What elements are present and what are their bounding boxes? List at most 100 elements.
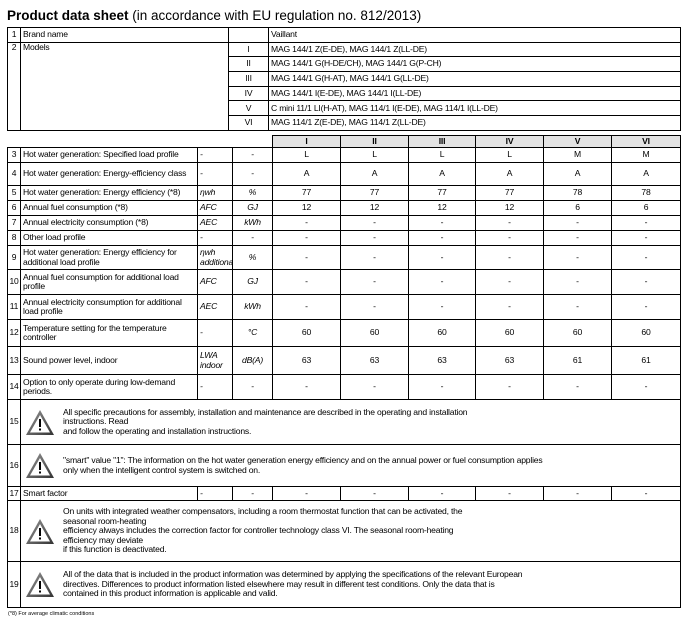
note-row: 19 All of the data that is included in th… — [7, 561, 681, 608]
note-cell: All specific precautions for assembly, i… — [20, 399, 681, 445]
row-value: - — [340, 215, 409, 231]
note-line: if this function is deactivated. — [63, 544, 167, 555]
note-cell: "smart" value "1": The information on th… — [20, 444, 681, 487]
data-row: 10 Annual fuel consumption for additional… — [7, 269, 681, 295]
note-row: 16 "smart" value "1": The information on … — [7, 444, 681, 487]
note-line: directives. Differences to product infor… — [63, 578, 495, 589]
row-number: 16 — [7, 444, 21, 487]
data-row: 3 Hot water generation: Specified load pr… — [7, 147, 681, 163]
row-value: - — [611, 294, 681, 320]
model-value: C mini 11/1 LI(H-AT), MAG 114/1 I(E-DE),… — [268, 100, 681, 117]
row-value: - — [408, 215, 476, 231]
row-value: 60 — [611, 319, 681, 347]
row-label: Hot water generation: Energy efficiency … — [20, 245, 198, 270]
data-row: 14 Option to only operate during low-dema… — [7, 374, 681, 400]
row-value: 77 — [340, 185, 409, 201]
row-value: 77 — [475, 185, 544, 201]
row-symbol: AEC — [197, 215, 233, 231]
brand-value: Vaillant — [268, 27, 681, 43]
data-row: 6 Annual fuel consumption (*8) AFC GJ 12 12 12… — [7, 200, 681, 216]
row-value: L — [475, 147, 544, 163]
row-value: - — [272, 269, 341, 295]
row-symbol: - — [197, 147, 233, 163]
row-number: 3 — [7, 147, 21, 163]
row-unit: dB(A) — [232, 346, 273, 375]
model-value: MAG 114/1 Z(E-DE), MAG 114/1 Z(LL-DE) — [268, 115, 681, 131]
note-line: instructions. Read — [63, 416, 129, 427]
row-unit: - — [232, 374, 273, 400]
row-label: Brand name — [20, 27, 229, 43]
row-symbol: - — [197, 319, 233, 347]
row-unit: % — [232, 245, 273, 270]
warning-triangle-icon — [26, 409, 54, 435]
row-value: - — [543, 230, 612, 246]
row-number: 10 — [7, 269, 21, 295]
note-text: On units with integrated weather compens… — [63, 507, 463, 555]
row-number: 12 — [7, 319, 21, 347]
row-value: - — [543, 215, 612, 231]
row-value: - — [611, 486, 681, 501]
row-symbol: LWA indoor — [197, 346, 233, 375]
note-text: All of the data that is included in the … — [63, 570, 523, 599]
row-value: 6 — [543, 200, 612, 216]
model-value: MAG 144/1 Z(E-DE), MAG 144/1 Z(LL-DE) — [268, 41, 681, 58]
row-value: 60 — [408, 319, 476, 347]
row-value: - — [543, 294, 612, 320]
row-label: Hot water generation: Energy efficiency … — [20, 185, 198, 201]
row-value: - — [611, 230, 681, 246]
row-value: A — [272, 162, 341, 186]
data-table: I II III IV V VI 3 Hot water generation: Specif… — [7, 135, 681, 608]
row-label: Smart factor — [20, 486, 198, 501]
row-value: - — [408, 245, 476, 270]
model-roman: IV — [228, 85, 269, 102]
row-value: - — [272, 215, 341, 231]
row-value: - — [340, 374, 409, 400]
model-row: II MAG 144/1 G(H-DE/CH), MAG 144/1 G(P-CH… — [8, 56, 681, 73]
model-value: MAG 144/1 I(E-DE), MAG 144/1 I(LL-DE) — [268, 85, 681, 102]
row-value: 60 — [340, 319, 409, 347]
row-value: - — [543, 269, 612, 295]
page-title: Product data sheet (in accordance with E… — [7, 8, 421, 23]
row-label: Models — [20, 41, 229, 131]
row-value: - — [475, 486, 544, 501]
row-number: 18 — [7, 500, 21, 562]
data-row: 8 Other load profile - - - - - - - - — [7, 230, 681, 246]
row-number: 15 — [7, 399, 21, 445]
note-line: efficiency may deviate — [63, 534, 143, 545]
note-line: All specific precautions for assembly, i… — [63, 406, 468, 417]
row-number: 17 — [7, 486, 21, 501]
title-rest: (in accordance with EU regulation no. 81… — [132, 8, 422, 23]
row-value: - — [408, 230, 476, 246]
note-line: contained in this product information is… — [63, 588, 278, 599]
row-symbol: AFC — [197, 200, 233, 216]
row-value: - — [475, 215, 544, 231]
data-row: 13 Sound power level, indoor LWA indoor dB(… — [7, 346, 681, 375]
row-label: Annual electricity consumption (*8) — [20, 215, 198, 231]
empty-cell — [228, 27, 269, 43]
column-header: I — [272, 135, 341, 148]
row-number: 1 — [7, 27, 21, 43]
row-label: Hot water generation: Specified load pro… — [20, 147, 198, 163]
row-value: L — [272, 147, 341, 163]
row-value: - — [340, 486, 409, 501]
column-header: III — [408, 135, 476, 148]
row-value: - — [611, 245, 681, 270]
model-roman: III — [228, 71, 269, 87]
row-unit: kWh — [232, 294, 273, 320]
row-label: Sound power level, indoor — [20, 346, 198, 375]
row-value: 6 — [611, 200, 681, 216]
model-roman: II — [228, 56, 269, 73]
row-value: - — [475, 294, 544, 320]
model-roman: I — [228, 41, 269, 58]
row-number: 5 — [7, 185, 21, 201]
row-value: 77 — [408, 185, 476, 201]
row-value: - — [543, 374, 612, 400]
data-row: 5 Hot water generation: Energy efficiency… — [7, 185, 681, 201]
model-row: IV MAG 144/1 I(E-DE), MAG 144/1 I(LL-DE) — [8, 85, 681, 102]
row-value: 12 — [408, 200, 476, 216]
note-row: 18 On units with integrated weather compe… — [7, 500, 681, 562]
row-value: - — [272, 230, 341, 246]
row-symbol: - — [197, 230, 233, 246]
row-number: 8 — [7, 230, 21, 246]
